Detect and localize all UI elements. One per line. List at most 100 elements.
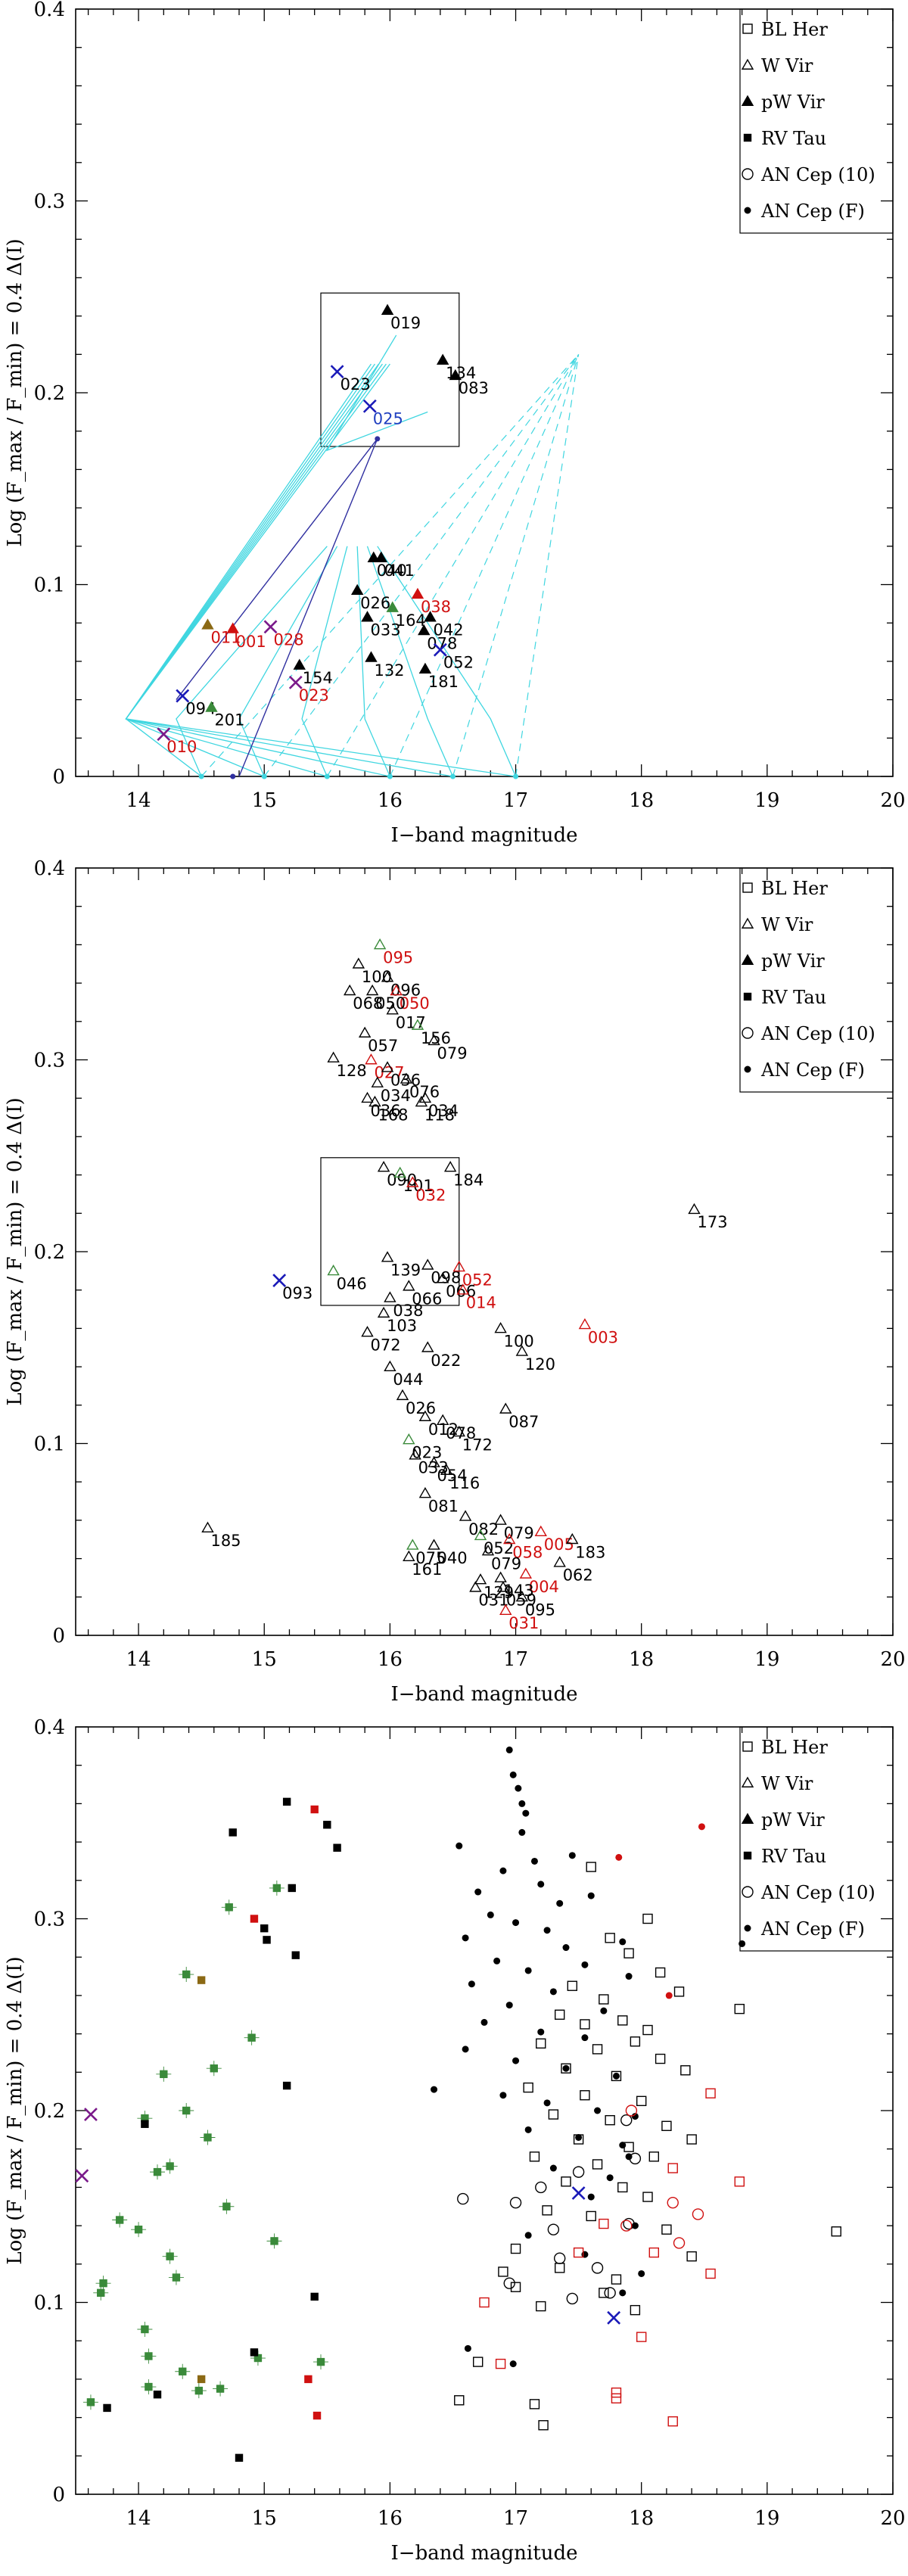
data-label: 014 bbox=[466, 1294, 496, 1312]
data-point: 046 bbox=[328, 1265, 367, 1293]
data-point: 026 bbox=[352, 585, 390, 612]
marker-osq bbox=[593, 2045, 602, 2054]
data-point: 057 bbox=[359, 1028, 398, 1055]
data-point: 100 bbox=[496, 1323, 534, 1350]
marker-ocirc bbox=[536, 2182, 546, 2192]
marker-ocirc bbox=[574, 2167, 584, 2177]
data-point bbox=[548, 2224, 558, 2235]
marker-osq bbox=[524, 2083, 533, 2092]
marker-fdot bbox=[525, 1967, 532, 1974]
data-label: 072 bbox=[370, 1336, 400, 1354]
data-point bbox=[530, 2152, 539, 2161]
marker-osq bbox=[586, 2211, 595, 2220]
data-point bbox=[522, 1810, 529, 1817]
data-point bbox=[141, 2348, 156, 2363]
data-point bbox=[580, 2091, 589, 2100]
legend-item: AN Cep (10) bbox=[742, 1882, 875, 1903]
data-point: 025 bbox=[364, 400, 403, 428]
data-point: 026 bbox=[397, 1390, 436, 1417]
data-point bbox=[311, 1806, 318, 1813]
marker-otri bbox=[460, 1511, 471, 1520]
data-point bbox=[474, 1889, 481, 1896]
model-point bbox=[230, 774, 235, 779]
data-point: 028 bbox=[265, 621, 304, 649]
marker-fsq bbox=[236, 2454, 243, 2461]
marker-otri bbox=[353, 959, 364, 968]
data-point: 139 bbox=[382, 1252, 421, 1280]
marker-osq bbox=[624, 1949, 633, 1958]
legend-label: RV Tau bbox=[761, 987, 826, 1008]
y-axis-label: Log (F_max / F_min) = 0.4 Δ(I) bbox=[4, 1956, 26, 2264]
marker-fsq bbox=[261, 1925, 268, 1932]
data-point bbox=[735, 2005, 744, 2014]
legend-label: AN Cep (10) bbox=[760, 164, 875, 185]
data-point bbox=[104, 2404, 110, 2411]
data-point bbox=[512, 1919, 519, 1926]
marker-fdot bbox=[594, 2108, 601, 2114]
marker-osq bbox=[643, 2026, 652, 2035]
legend-label: W Vir bbox=[761, 55, 813, 76]
data-point bbox=[656, 1968, 665, 1977]
data-point bbox=[698, 1823, 705, 1830]
data-label: 173 bbox=[697, 1213, 727, 1231]
marker-fdot bbox=[698, 1823, 705, 1830]
data-point bbox=[163, 2249, 178, 2264]
data-points: 095100096050068050017057 1560790270360760… bbox=[202, 939, 727, 1632]
marker-osq bbox=[530, 2400, 539, 2409]
marker-osq bbox=[586, 1862, 595, 1871]
data-point bbox=[150, 2164, 165, 2179]
marker-ftri bbox=[420, 664, 431, 673]
data-point bbox=[621, 2115, 632, 2126]
data-point bbox=[574, 2167, 584, 2177]
data-point bbox=[261, 1925, 268, 1932]
marker-otri bbox=[384, 1293, 395, 1302]
data-label: 025 bbox=[373, 410, 403, 428]
data-point bbox=[537, 1881, 544, 1887]
model-track bbox=[302, 546, 347, 776]
data-point bbox=[599, 2220, 608, 2229]
data-point bbox=[662, 2121, 671, 2130]
panel-2: 14 15 16 17 18 19 2000.10.20.30.4I−band magnit… bbox=[0, 859, 908, 1718]
data-point bbox=[581, 1962, 588, 1968]
marker-fdot bbox=[563, 1944, 570, 1951]
marker-fsq bbox=[250, 1915, 257, 1922]
marker-fsq bbox=[311, 2293, 318, 2300]
legend-label: BL Her bbox=[761, 1737, 828, 1758]
data-point bbox=[573, 2187, 585, 2199]
data-label: 161 bbox=[412, 1560, 442, 1579]
x-tick-label: 19 bbox=[754, 1648, 779, 1671]
marker-fsq bbox=[311, 1806, 318, 1813]
data-label: 103 bbox=[387, 1317, 417, 1335]
data-point bbox=[311, 2293, 318, 2300]
y-tick-label: 0 bbox=[52, 1625, 65, 1647]
data-label: 079 bbox=[491, 1554, 521, 1573]
marker-osq bbox=[536, 2039, 546, 2048]
marker-fdot bbox=[588, 1893, 595, 1899]
data-label: 023 bbox=[299, 686, 329, 705]
marker-fsq bbox=[263, 1937, 270, 1943]
x-tick-label: 15 bbox=[252, 789, 277, 812]
data-point bbox=[563, 2065, 570, 2072]
marker-ocirc bbox=[742, 169, 753, 179]
data-label: 036 bbox=[370, 1102, 400, 1120]
data-point bbox=[525, 2232, 532, 2238]
data-point: 185 bbox=[202, 1523, 241, 1550]
data-point bbox=[137, 2322, 152, 2337]
marker-fdot bbox=[626, 1973, 633, 1980]
data-point bbox=[512, 2058, 519, 2064]
data-point bbox=[515, 1785, 521, 1792]
data-point: 010 bbox=[157, 728, 197, 756]
data-point bbox=[607, 2174, 614, 2181]
marker-otri bbox=[397, 1390, 408, 1399]
marker-ocirc bbox=[567, 2293, 577, 2304]
data-point bbox=[706, 2089, 715, 2098]
marker-ftri bbox=[352, 585, 362, 594]
data-point bbox=[250, 2349, 257, 2356]
x-tick-label: 15 bbox=[252, 2507, 277, 2530]
data-point: 132 bbox=[365, 652, 404, 680]
data-point bbox=[200, 2130, 215, 2145]
legend-item: W Vir bbox=[742, 1773, 813, 1794]
marker-fdot bbox=[745, 1925, 751, 1932]
marker-osq bbox=[480, 2298, 489, 2307]
x-tick-label: 18 bbox=[629, 2507, 654, 2530]
